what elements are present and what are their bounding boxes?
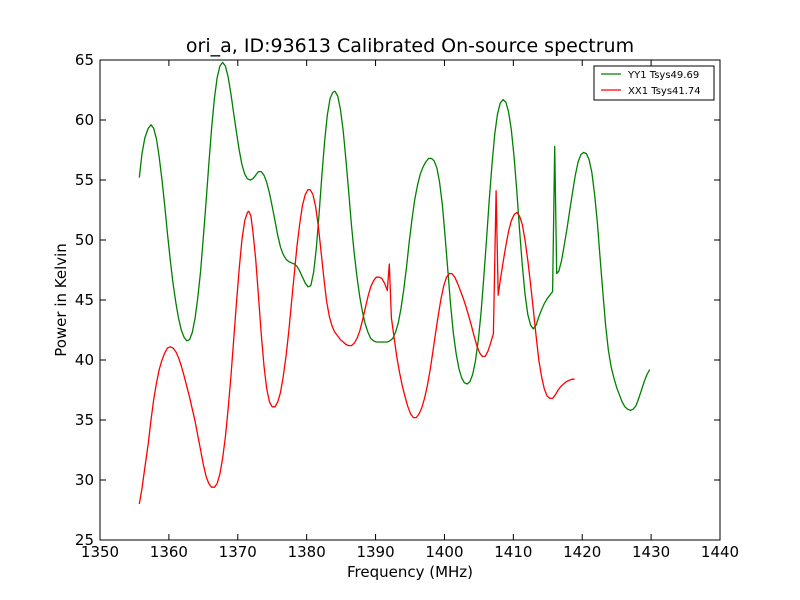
y-tick-label: 35 <box>75 411 94 429</box>
x-tick-label: 1440 <box>701 543 739 561</box>
x-axis-label: Frequency (MHz) <box>347 563 473 581</box>
y-tick-label: 30 <box>75 471 94 489</box>
x-axis: 1350 1360 1370 1380 1390 1400 1410 1420 1430 1440 <box>81 60 739 561</box>
x-tick-label: 1350 <box>81 543 119 561</box>
x-tick-label: 1410 <box>494 543 532 561</box>
chart-title: ori_a, ID:93613 Calibrated On-source spe… <box>186 35 634 57</box>
x-tick-label: 1390 <box>356 543 394 561</box>
y-tick-label: 55 <box>75 171 94 189</box>
plot-area <box>100 60 720 540</box>
legend-box <box>593 65 715 101</box>
legend-entry-label: XX1 Tsys41.74 <box>628 86 701 97</box>
y-tick-label: 45 <box>75 291 94 309</box>
legend-entry-label: YY1 Tsys49.69 <box>627 70 699 81</box>
x-tick-label: 1420 <box>563 543 601 561</box>
y-tick-label: 50 <box>75 231 94 249</box>
series-line-xx1 <box>138 188 575 505</box>
y-tick-label: 40 <box>75 351 94 369</box>
legend: YY1 Tsys49.69 XX1 Tsys41.74 <box>593 65 715 101</box>
series-line-yy1 <box>138 61 651 412</box>
y-tick-label: 25 <box>75 531 94 549</box>
y-axis-label: Power in Kelvin <box>52 243 70 357</box>
y-axis: 25 30 35 40 45 50 55 60 65 <box>75 51 720 549</box>
x-tick-label: 1360 <box>150 543 188 561</box>
y-tick-label: 65 <box>75 51 94 69</box>
x-tick-label: 1400 <box>425 543 463 561</box>
y-tick-label: 60 <box>75 111 94 129</box>
x-tick-label: 1380 <box>288 543 326 561</box>
series-layer <box>138 61 651 505</box>
x-tick-label: 1430 <box>632 543 670 561</box>
x-tick-label: 1370 <box>219 543 257 561</box>
